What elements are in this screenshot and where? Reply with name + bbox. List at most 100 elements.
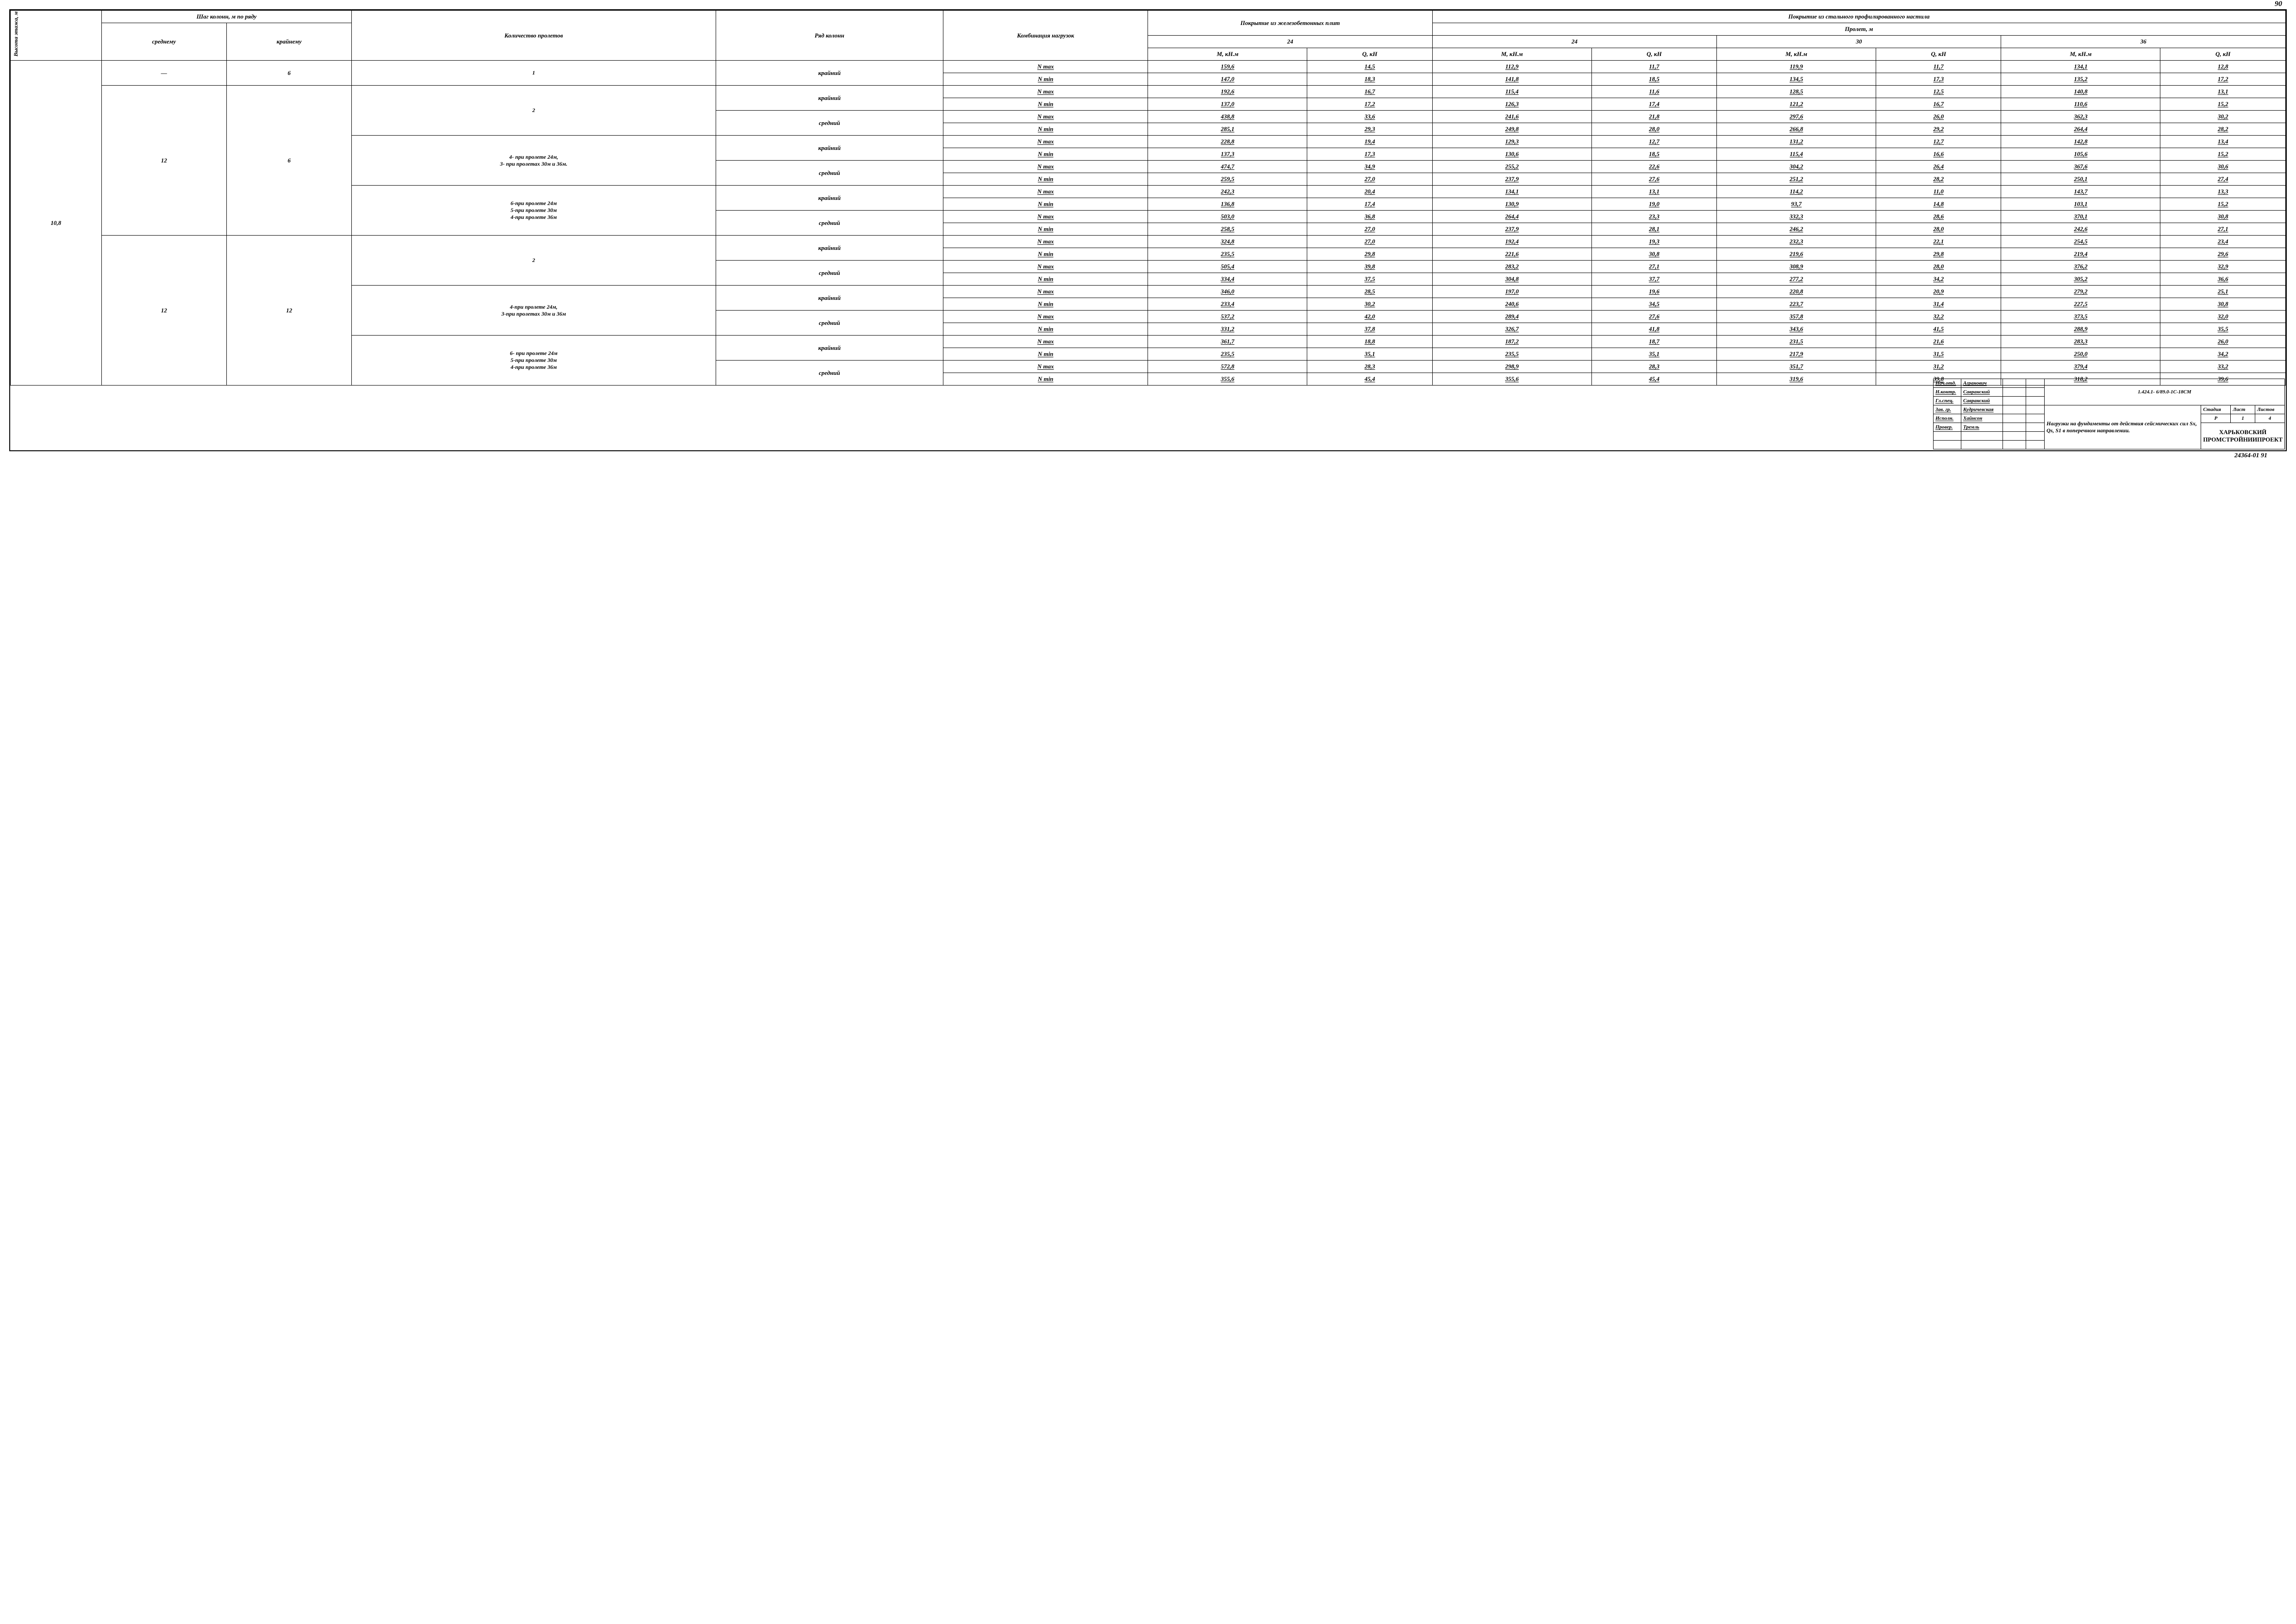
data-cell: 13,1: [2160, 86, 2286, 98]
load-combination: N max: [943, 236, 1148, 248]
load-combination: N min: [943, 373, 1148, 386]
data-cell: 15,2: [2160, 148, 2286, 161]
data-cell: 351,7: [1717, 361, 1876, 373]
data-cell: 12,7: [1876, 136, 2001, 148]
data-cell: 220,8: [1717, 286, 1876, 298]
data-cell: 136,8: [1148, 198, 1307, 211]
data-cell: 140,8: [2001, 86, 2160, 98]
data-cell: 197,0: [1432, 286, 1591, 298]
role-2: Гл.спец.: [1934, 397, 1961, 405]
data-cell: 18,5: [1591, 148, 1716, 161]
load-combination: N max: [943, 336, 1148, 348]
load-combination: N min: [943, 173, 1148, 186]
data-cell: 367,6: [2001, 161, 2160, 173]
data-cell: 26,0: [2160, 336, 2286, 348]
data-cell: 30,2: [1307, 298, 1432, 311]
data-cell: 332,3: [1717, 211, 1876, 223]
data-cell: 34,9: [1307, 161, 1432, 173]
data-cell: 27,1: [2160, 223, 2286, 236]
data-cell: 379,4: [2001, 361, 2160, 373]
load-combination: N max: [943, 261, 1148, 273]
role-6: [1934, 432, 1961, 441]
column-row-type: средний: [716, 361, 943, 386]
data-cell: 21,8: [1591, 111, 1716, 123]
data-cell: 16,7: [1876, 98, 2001, 111]
table-row: 6- при пролете 24м5-при пролете 30м4-при…: [11, 336, 2286, 348]
data-cell: 36,8: [1307, 211, 1432, 223]
load-combination: N min: [943, 98, 1148, 111]
data-cell: 29,6: [2160, 248, 2286, 261]
data-cell: 254,5: [2001, 236, 2160, 248]
data-cell: 18,5: [1591, 73, 1716, 86]
hdr-height: Высота этажа, м: [12, 15, 19, 56]
data-cell: 331,2: [1148, 323, 1307, 336]
data-cell: 135,2: [2001, 73, 2160, 86]
name-3: Кудричевская: [1961, 405, 2003, 414]
data-cell: 31,5: [1876, 348, 2001, 361]
span-count: 4-при пролете 24м,3-при пролетах 30м и 3…: [352, 286, 716, 336]
column-row-type: крайний: [716, 186, 943, 211]
column-row-type: средний: [716, 161, 943, 186]
data-cell: 18,7: [1591, 336, 1716, 348]
span-count: 6-при пролете 24м5-при пролете 30м4-при …: [352, 186, 716, 236]
data-cell: 19,3: [1591, 236, 1716, 248]
data-cell: 28,3: [1591, 361, 1716, 373]
data-cell: 376,2: [2001, 261, 2160, 273]
data-cell: 28,0: [1591, 123, 1716, 136]
data-cell: 231,5: [1717, 336, 1876, 348]
data-cell: 29,8: [1307, 248, 1432, 261]
data-cell: 505,4: [1148, 261, 1307, 273]
data-cell: 240,6: [1432, 298, 1591, 311]
load-combination: N min: [943, 323, 1148, 336]
data-cell: 11,7: [1591, 61, 1716, 73]
span-count: 2: [352, 86, 716, 136]
data-cell: 17,3: [1876, 73, 2001, 86]
table-row: 4-при пролете 24м,3-при пролетах 30м и 3…: [11, 286, 2286, 298]
data-cell: 137,3: [1148, 148, 1307, 161]
table-row: 4- при пролете 24м,3- при пролетах 30м и…: [11, 136, 2286, 148]
data-cell: 36,6: [2160, 273, 2286, 286]
table-body: 10,8—61крайнийN max159,614,5112,911,7119…: [11, 61, 2286, 386]
load-combination: N min: [943, 223, 1148, 236]
data-cell: 503,0: [1148, 211, 1307, 223]
data-cell: 304,8: [1432, 273, 1591, 286]
data-cell: 233,4: [1148, 298, 1307, 311]
hdr-m4: М, кН.м: [2001, 48, 2160, 61]
load-combination: N min: [943, 348, 1148, 361]
data-cell: 28,5: [1307, 286, 1432, 298]
data-cell: 298,9: [1432, 361, 1591, 373]
data-cell: 28,6: [1876, 211, 2001, 223]
data-cell: 242,3: [1148, 186, 1307, 198]
page-number-top: 90: [2275, 0, 2282, 8]
sheets: 4: [2255, 414, 2284, 423]
sign-0: [2003, 379, 2026, 388]
data-cell: 45,4: [1307, 373, 1432, 386]
load-combination: N max: [943, 61, 1148, 73]
data-cell: 250,0: [2001, 348, 2160, 361]
role-7: [1934, 441, 1961, 449]
data-cell: 35,1: [1591, 348, 1716, 361]
data-cell: 308,9: [1717, 261, 1876, 273]
step-mid: 12: [101, 86, 226, 236]
data-cell: 45,4: [1591, 373, 1716, 386]
span-count: 6- при пролете 24м5-при пролете 30м4-при…: [352, 336, 716, 386]
hdr-m2: М, кН.м: [1432, 48, 1591, 61]
data-cell: 277,2: [1717, 273, 1876, 286]
data-cell: 29,2: [1876, 123, 2001, 136]
data-cell: 537,2: [1148, 311, 1307, 323]
data-cell: 39,8: [1307, 261, 1432, 273]
data-cell: 15,2: [2160, 98, 2286, 111]
hdr-cover-rc: Покрытие из железо­бетонных плит: [1148, 11, 1432, 36]
data-cell: 288,9: [2001, 323, 2160, 336]
role-3: Зав. гр.: [1934, 405, 1961, 414]
data-cell: 37,8: [1307, 323, 1432, 336]
data-cell: 112,9: [1432, 61, 1591, 73]
load-combination: N max: [943, 186, 1148, 198]
data-cell: 370,1: [2001, 211, 2160, 223]
main-table: Высота этажа, м Шаг колонн, м по ряду Ко…: [10, 10, 2286, 386]
data-cell: 17,2: [2160, 73, 2286, 86]
column-row-type: крайний: [716, 336, 943, 361]
role-0: Нач.отд.: [1934, 379, 1961, 388]
data-cell: 35,5: [2160, 323, 2286, 336]
hdr-m3: М, кН.м: [1717, 48, 1876, 61]
